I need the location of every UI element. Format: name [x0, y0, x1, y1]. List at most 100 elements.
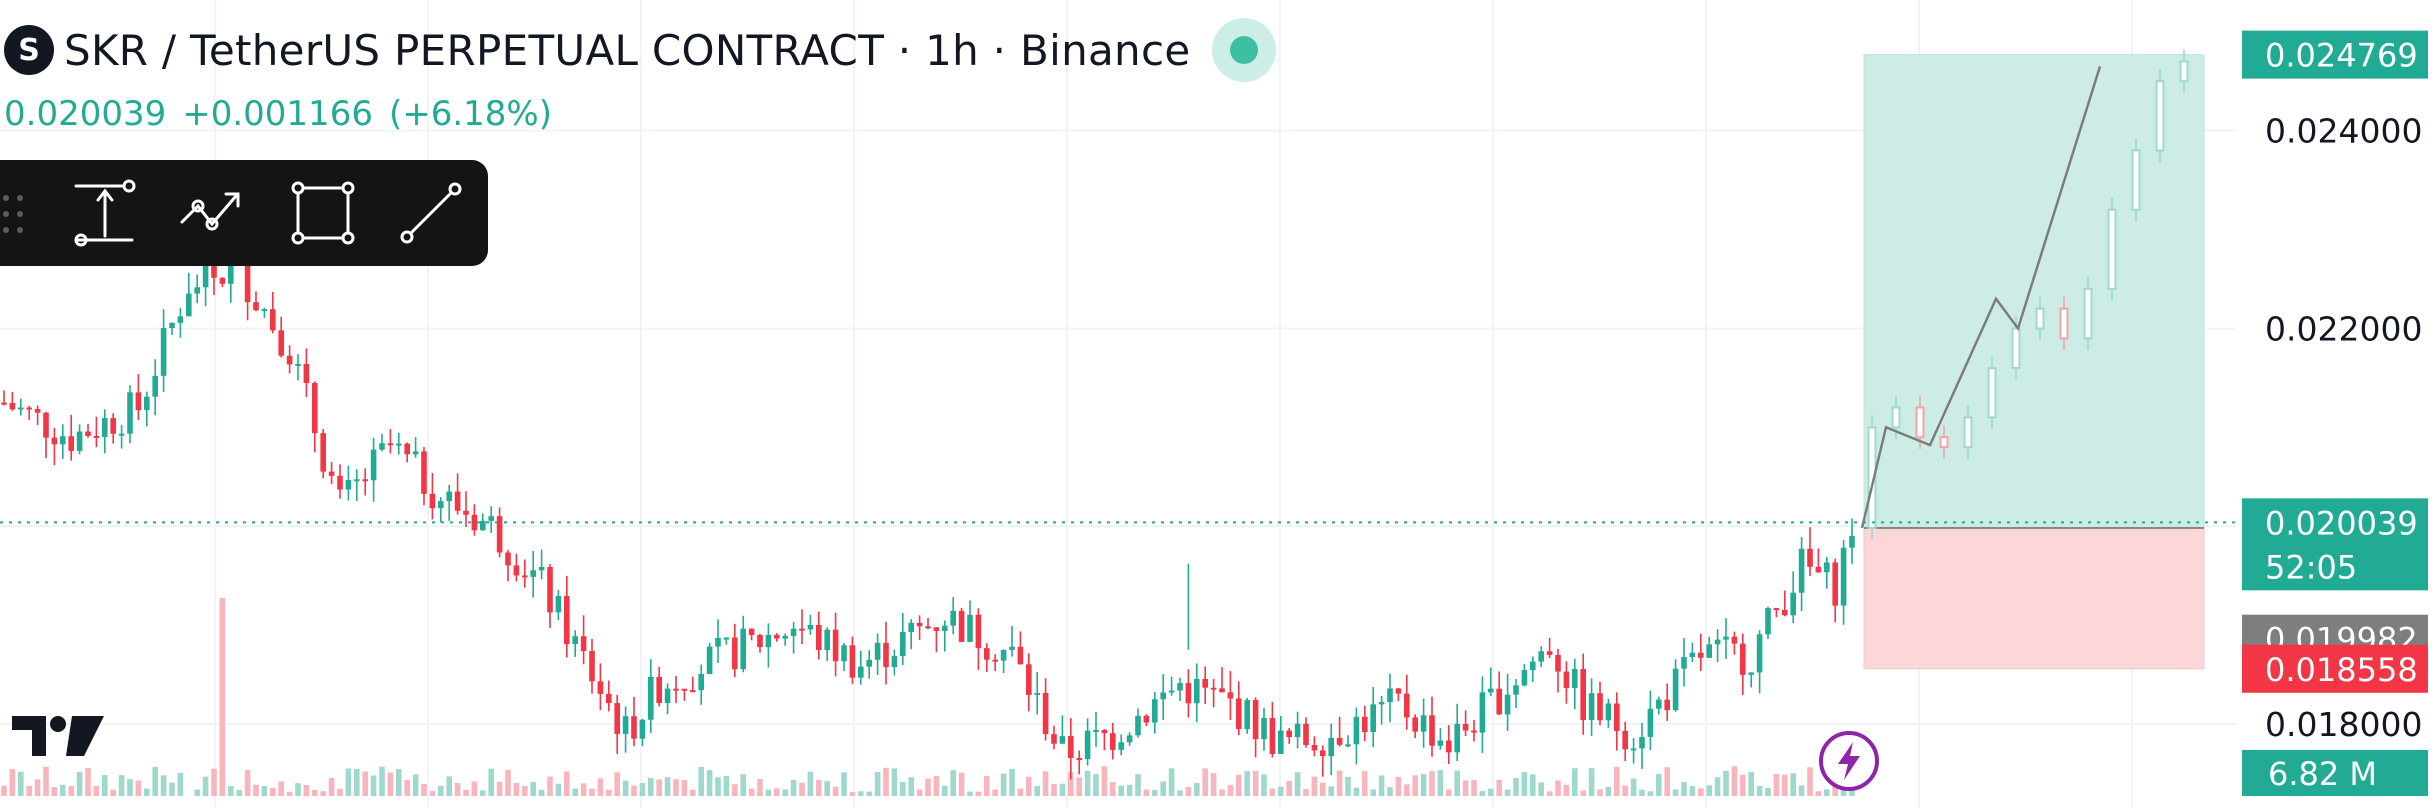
candle [1664, 699, 1670, 711]
volume-bar [1345, 776, 1351, 796]
trend-line-tool-icon[interactable] [396, 178, 466, 248]
candle [1404, 693, 1410, 718]
volume-bar [832, 786, 839, 796]
tradingview-logo-icon[interactable] [12, 712, 104, 760]
candle [1101, 730, 1108, 734]
candle [396, 443, 402, 446]
volume-bar [144, 788, 150, 796]
volume-bar [1479, 791, 1486, 796]
candle [849, 645, 856, 678]
candle [589, 651, 595, 682]
candle [1765, 608, 1771, 635]
candle [152, 375, 158, 397]
volume-bar [228, 786, 234, 796]
symbol-title[interactable]: SKR / TetherUS PERPETUAL CONTRACT · 1h ·… [64, 25, 1191, 75]
volume-bar [480, 790, 486, 796]
drag-handle-icon[interactable] [0, 192, 30, 236]
volume-bar [1555, 780, 1561, 796]
volume-bar [925, 778, 931, 796]
volume-bar [43, 766, 49, 796]
volume-bar [1446, 789, 1452, 796]
candle [1530, 661, 1536, 671]
volume-bar [1798, 785, 1805, 796]
volume-bar [1672, 789, 1679, 796]
volume-bar [866, 791, 872, 796]
chart-title: S SKR / TetherUS PERPETUAL CONTRACT · 1h… [0, 14, 1277, 86]
candle [1286, 730, 1292, 738]
volume-bar [757, 779, 763, 796]
candle [891, 656, 898, 668]
candle [933, 627, 940, 631]
volume-bar [1202, 768, 1208, 796]
volume-bar [1093, 774, 1099, 796]
candle [1, 402, 7, 405]
candle [202, 258, 209, 288]
volume-bar [471, 781, 478, 796]
volume-bar [1353, 787, 1360, 796]
candle [1202, 679, 1208, 688]
candle [1521, 670, 1528, 686]
candle [169, 322, 175, 328]
candle [942, 625, 948, 631]
volume-bar [1429, 771, 1435, 796]
candle [505, 552, 511, 566]
volume-bar [1824, 789, 1830, 796]
volume-bar [370, 775, 377, 796]
candle [1378, 701, 1385, 705]
y-tick-label: 0.022000 [2265, 309, 2422, 348]
measure-tool-icon[interactable] [70, 178, 140, 248]
volume-bar [824, 781, 830, 796]
volume-bar [1261, 774, 1267, 796]
volume-bar [1210, 773, 1217, 796]
candle [1580, 669, 1586, 721]
candle [1496, 688, 1502, 715]
volume-bar [1639, 789, 1645, 796]
volume-bar [93, 785, 100, 796]
volume-bar [1051, 783, 1057, 796]
volume-bar [975, 791, 982, 796]
volume-bar [26, 785, 32, 796]
market-status-dot[interactable] [1212, 18, 1277, 82]
volume-bar [421, 783, 427, 796]
candle [362, 479, 368, 482]
candle [1782, 609, 1788, 616]
lightning-icon[interactable] [1818, 730, 1880, 792]
volume-bar [547, 776, 553, 796]
candle [1395, 688, 1402, 694]
candle [1538, 651, 1544, 662]
volume-bar [60, 784, 66, 796]
candle [1034, 692, 1040, 695]
candle [1748, 672, 1754, 675]
volume-bar [312, 789, 318, 796]
candle [580, 636, 587, 652]
stop-loss-label-box [2242, 644, 2428, 693]
candle [908, 622, 914, 632]
path-tool-icon[interactable] [178, 178, 248, 248]
volume-bar [538, 789, 545, 796]
candle [1269, 718, 1276, 754]
candle [774, 634, 780, 639]
volume-bar [648, 777, 654, 796]
candle [387, 443, 394, 446]
candle [1000, 650, 1007, 661]
projected-candle [2059, 307, 2069, 340]
volume-bar [1017, 788, 1024, 796]
projected-candle [1891, 406, 1901, 429]
candle [1656, 699, 1662, 709]
projected-candle [1867, 426, 1877, 529]
candle [412, 451, 419, 455]
volume-bar [732, 784, 738, 796]
candle [68, 436, 74, 451]
volume-bar [1303, 788, 1309, 796]
candle [723, 637, 730, 640]
candle [1026, 664, 1032, 695]
rectangle-tool-icon[interactable] [288, 178, 358, 248]
candle [1614, 703, 1620, 731]
candle [950, 610, 956, 626]
candle [765, 634, 772, 648]
candle [1689, 652, 1696, 658]
candle [144, 396, 150, 411]
candle [1093, 730, 1099, 733]
volume-bar [967, 791, 973, 796]
